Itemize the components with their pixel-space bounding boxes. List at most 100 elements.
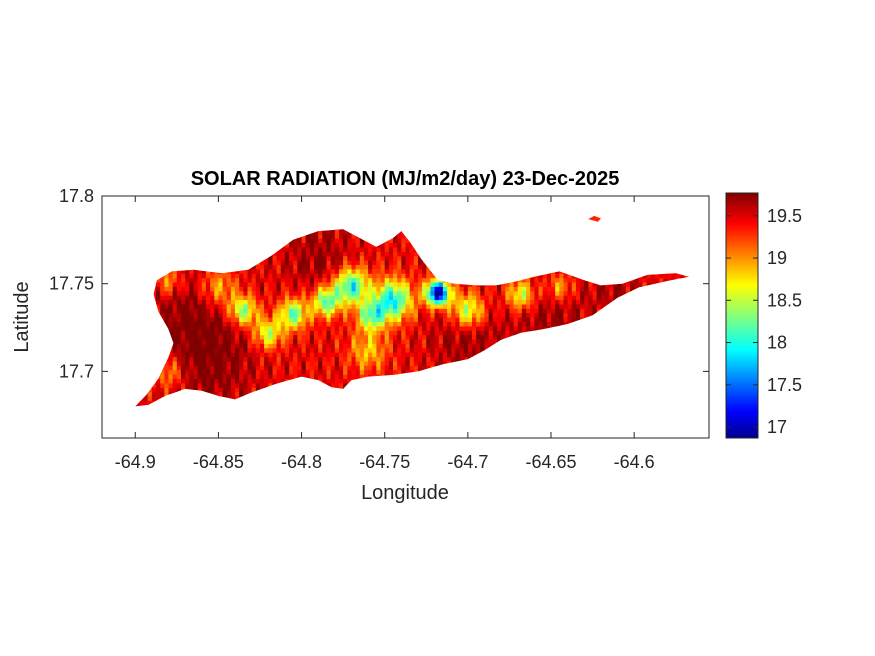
field-cell	[413, 312, 419, 318]
field-cell	[309, 374, 315, 379]
field-cell	[314, 374, 319, 379]
field-cell	[255, 330, 261, 336]
field-cell	[401, 338, 407, 344]
field-cell	[235, 273, 240, 279]
field-cell	[438, 356, 444, 362]
field-cell	[438, 347, 444, 353]
field-cell	[442, 295, 448, 301]
field-cell	[193, 334, 199, 340]
field-cell	[459, 299, 465, 305]
field-cell	[517, 330, 523, 336]
field-cell	[189, 338, 195, 344]
field-cell	[314, 255, 319, 261]
field-cell	[280, 338, 286, 344]
field-cell	[413, 347, 419, 353]
field-cell	[143, 400, 149, 406]
field-cell	[393, 360, 398, 366]
field-cell	[172, 356, 178, 362]
field-cell	[172, 347, 178, 353]
field-cell	[455, 352, 461, 358]
field-cell	[210, 308, 215, 314]
field-cell	[181, 295, 186, 301]
field-cell	[239, 338, 244, 344]
field-cell	[205, 352, 211, 358]
field-cell	[401, 273, 407, 279]
field-cell	[567, 303, 573, 309]
field-cell	[397, 268, 402, 274]
field-cell	[318, 260, 323, 265]
field-cell	[430, 352, 436, 358]
field-cell	[442, 338, 448, 344]
field-cell	[239, 325, 244, 331]
field-cell	[388, 277, 394, 283]
field-cell	[351, 369, 357, 375]
field-cell	[563, 295, 569, 301]
field-cell	[326, 299, 332, 305]
field-cell	[376, 246, 382, 252]
field-cell	[438, 303, 444, 309]
field-cell	[326, 308, 332, 314]
field-cell	[492, 303, 498, 309]
field-cell	[368, 277, 373, 283]
field-cell	[189, 356, 195, 362]
field-cell	[293, 347, 298, 353]
field-cell	[264, 317, 269, 322]
field-cell	[214, 347, 220, 353]
field-cell	[251, 334, 257, 340]
field-cell	[368, 360, 373, 366]
field-cell	[459, 281, 465, 287]
field-cell	[305, 290, 311, 296]
field-cell	[243, 286, 249, 292]
field-cell	[372, 352, 377, 358]
field-cell	[272, 260, 278, 265]
field-cell	[326, 360, 332, 366]
field-cell	[480, 290, 486, 296]
field-cell	[226, 343, 232, 349]
field-cell	[384, 277, 390, 283]
field-cell	[517, 321, 523, 327]
field-cell	[397, 343, 402, 349]
field-cell	[201, 277, 207, 283]
field-cell	[430, 295, 436, 301]
field-cell	[280, 325, 286, 331]
field-cell	[393, 290, 398, 296]
field-cell	[268, 273, 274, 279]
field-cell	[297, 281, 303, 287]
field-cell	[393, 277, 398, 283]
field-cell	[239, 277, 244, 283]
field-cell	[451, 330, 456, 336]
field-cell	[193, 365, 199, 371]
field-cell	[201, 312, 207, 318]
field-cell	[284, 246, 290, 252]
field-cell	[521, 286, 527, 292]
field-cell	[185, 330, 190, 336]
field-cell	[513, 281, 519, 287]
field-cell	[418, 299, 423, 305]
field-cell	[355, 260, 361, 265]
field-cell	[542, 325, 548, 331]
field-cell	[339, 260, 344, 265]
field-cell	[172, 374, 178, 379]
field-cell	[355, 343, 361, 349]
field-cell	[476, 347, 481, 353]
field-cell	[255, 338, 261, 344]
field-cell	[467, 286, 473, 292]
field-cell	[347, 242, 353, 248]
field-cell	[293, 251, 298, 257]
field-cell	[347, 356, 353, 362]
field-cell	[314, 303, 319, 309]
field-cell	[368, 321, 373, 327]
field-cell	[339, 369, 344, 375]
field-cell	[218, 391, 224, 397]
field-cell	[363, 260, 369, 265]
field-cell	[164, 365, 170, 371]
field-cell	[289, 299, 294, 305]
field-cell	[351, 251, 357, 257]
field-cell	[226, 352, 232, 358]
field-cell	[567, 312, 573, 318]
field-cell	[447, 321, 452, 327]
field-cell	[293, 303, 298, 309]
field-cell	[351, 286, 357, 292]
field-cell	[339, 334, 344, 340]
field-cell	[264, 325, 269, 331]
